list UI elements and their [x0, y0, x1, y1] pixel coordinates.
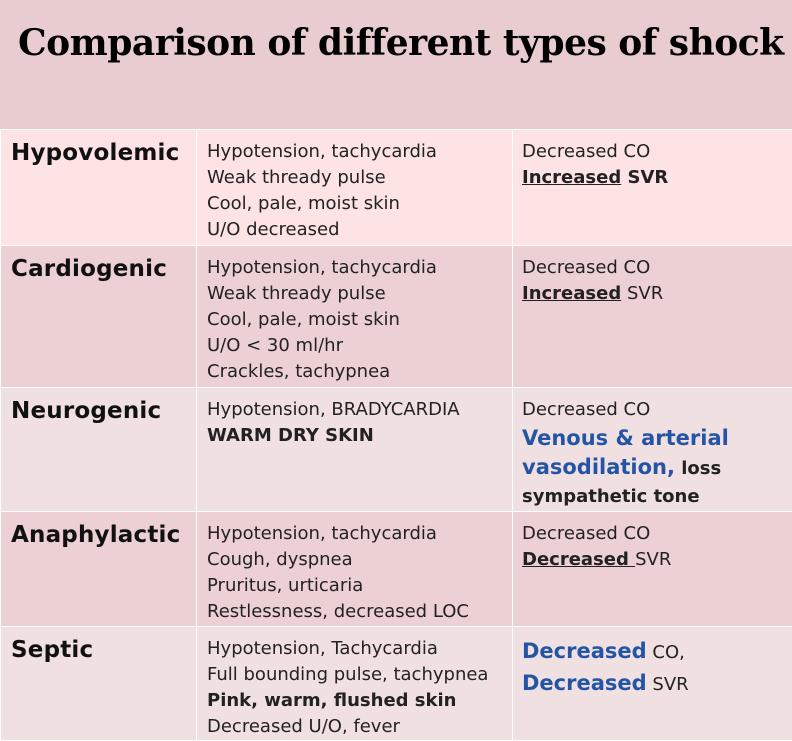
- table-row: Septic Hypotension, Tachycardia Full bou…: [1, 627, 792, 741]
- hemodynamics-cell: Decreased CO Venous & arterial vasodilat…: [513, 388, 792, 512]
- hemo-text: SVR: [621, 167, 668, 188]
- hemo-line: sympathetic tone: [522, 483, 784, 511]
- hemo-line: Decreased CO: [522, 255, 784, 281]
- hemo-line: vasodilation, loss: [522, 453, 784, 483]
- hemo-line: Decreased SVR: [522, 547, 784, 573]
- table-row: Cardiogenic Hypotension, tachycardia Wea…: [1, 246, 792, 388]
- shock-type-cell: Cardiogenic: [1, 246, 197, 388]
- hemo-line: Decreased CO: [522, 139, 784, 165]
- hemodynamics-cell: Decreased CO, Decreased SVR: [513, 627, 792, 741]
- title-bar: Comparison of different types of shock: [0, 0, 792, 129]
- symptom-line: Weak thready pulse: [207, 165, 504, 191]
- symptom-line: Hypotension, tachycardia: [207, 139, 504, 165]
- symptom-line: Weak thready pulse: [207, 281, 504, 307]
- hemo-line: Increased SVR: [522, 281, 784, 307]
- table-row: Neurogenic Hypotension, BRADYCARDIA WARM…: [1, 388, 792, 512]
- emphasis-text: Decreased: [522, 549, 635, 570]
- symptom-line: U/O decreased: [207, 217, 504, 243]
- symptom-line: WARM DRY SKIN: [207, 423, 504, 449]
- hemo-line: Decreased CO: [522, 521, 784, 547]
- symptoms-cell: Hypotension, tachycardia Weak thready pu…: [197, 246, 513, 388]
- symptom-line: Hypotension, Tachycardia: [207, 636, 504, 662]
- symptom-line: Restlessness, decreased LOC: [207, 599, 504, 625]
- symptom-line: Cough, dyspnea: [207, 547, 504, 573]
- symptoms-cell: Hypotension, BRADYCARDIA WARM DRY SKIN: [197, 388, 513, 512]
- hemo-line: Decreased CO: [522, 397, 784, 423]
- shock-type-cell: Anaphylactic: [1, 512, 197, 627]
- symptom-line: Hypotension, tachycardia: [207, 255, 504, 281]
- symptoms-cell: Hypotension, tachycardia Weak thready pu…: [197, 130, 513, 246]
- shock-comparison-table: Hypovolemic Hypotension, tachycardia Wea…: [0, 129, 792, 741]
- symptoms-cell: Hypotension, Tachycardia Full bounding p…: [197, 627, 513, 741]
- highlight-text: vasodilation,: [522, 455, 675, 479]
- symptom-line: Pink, warm, flushed skin: [207, 688, 504, 714]
- hemo-line: Decreased CO,: [522, 636, 784, 668]
- emphasis-text: Increased: [522, 283, 621, 304]
- symptom-line: Cool, pale, moist skin: [207, 191, 504, 217]
- hemo-text: SVR: [621, 283, 663, 304]
- hemo-line-highlight: Venous & arterial: [522, 423, 784, 453]
- hemo-text: loss: [675, 458, 721, 479]
- hemo-line: Increased SVR: [522, 165, 784, 191]
- hemodynamics-cell: Decreased CO Increased SVR: [513, 246, 792, 388]
- symptom-line: Hypotension, tachycardia: [207, 521, 504, 547]
- hemo-line: Decreased SVR: [522, 668, 784, 700]
- symptom-line: Decreased U/O, fever: [207, 714, 504, 740]
- hemodynamics-cell: Decreased CO Increased SVR: [513, 130, 792, 246]
- hemo-text: SVR: [647, 674, 689, 695]
- symptom-line: Cool, pale, moist skin: [207, 307, 504, 333]
- table-row: Hypovolemic Hypotension, tachycardia Wea…: [1, 130, 792, 246]
- hemodynamics-cell: Decreased CO Decreased SVR: [513, 512, 792, 627]
- symptoms-cell: Hypotension, tachycardia Cough, dyspnea …: [197, 512, 513, 627]
- hemo-text: CO,: [647, 642, 685, 663]
- shock-type-cell: Hypovolemic: [1, 130, 197, 246]
- highlight-text: Decreased: [522, 671, 647, 695]
- symptom-line: U/O < 30 ml/hr: [207, 333, 504, 359]
- shock-type-cell: Neurogenic: [1, 388, 197, 512]
- table-row: Anaphylactic Hypotension, tachycardia Co…: [1, 512, 792, 627]
- symptom-line: Hypotension, BRADYCARDIA: [207, 397, 504, 423]
- symptom-line: Pruritus, urticaria: [207, 573, 504, 599]
- symptom-line: Full bounding pulse, tachypnea: [207, 662, 504, 688]
- shock-type-cell: Septic: [1, 627, 197, 741]
- hemo-text: SVR: [635, 549, 671, 570]
- emphasis-text: Increased: [522, 167, 621, 188]
- highlight-text: Decreased: [522, 639, 647, 663]
- slide-title: Comparison of different types of shock: [18, 22, 784, 64]
- symptom-line: Crackles, tachypnea: [207, 359, 504, 385]
